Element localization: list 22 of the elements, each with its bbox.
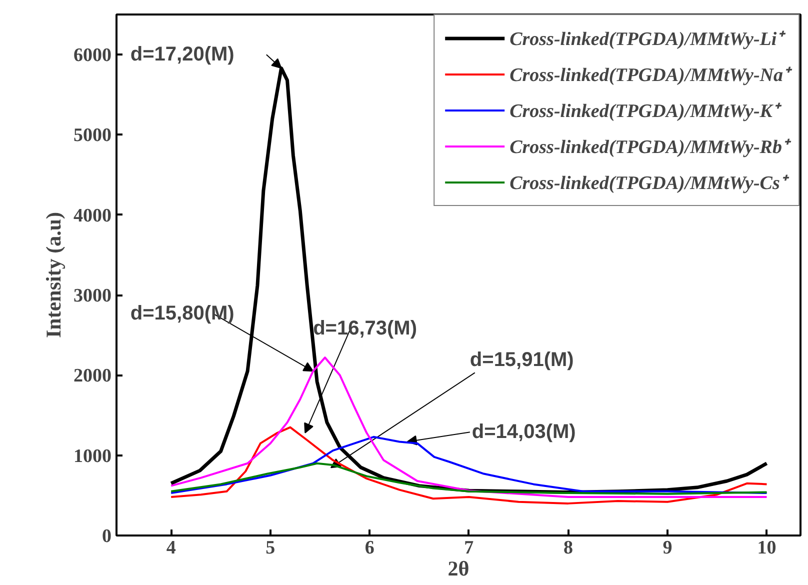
y-axis-title: Intensity (a.u): [42, 212, 66, 338]
y-tick-label: 1000: [74, 446, 112, 467]
y-tick-label: 3000: [74, 286, 112, 307]
annotation: d=14,03(M): [472, 421, 576, 444]
y-tick-label: 2000: [74, 366, 112, 387]
legend-label: Cross-linked(TPGDA)/MMtWy-Li⁺: [510, 28, 783, 51]
y-tick-label: 0: [102, 526, 112, 547]
y-tick-label: 5000: [74, 125, 112, 146]
x-tick-label: 10: [757, 538, 776, 558]
annotation: d=15,91(M): [470, 348, 574, 371]
x-tick-label: 8: [563, 538, 573, 558]
annotation: d=15,80(M): [130, 302, 234, 324]
x-tick-label: 6: [364, 538, 374, 558]
x-axis-title: 2θ: [448, 556, 470, 580]
x-tick-label: 9: [662, 538, 672, 558]
x-tick-label: 5: [266, 538, 276, 558]
annotation: d=16,73(M): [313, 318, 417, 340]
annotation: d=17,20(M): [130, 44, 234, 66]
x-tick-label: 7: [464, 538, 474, 558]
y-tick-label: 6000: [74, 45, 112, 66]
x-tick-label: 4: [166, 538, 176, 558]
y-tick-label: 4000: [74, 205, 112, 226]
